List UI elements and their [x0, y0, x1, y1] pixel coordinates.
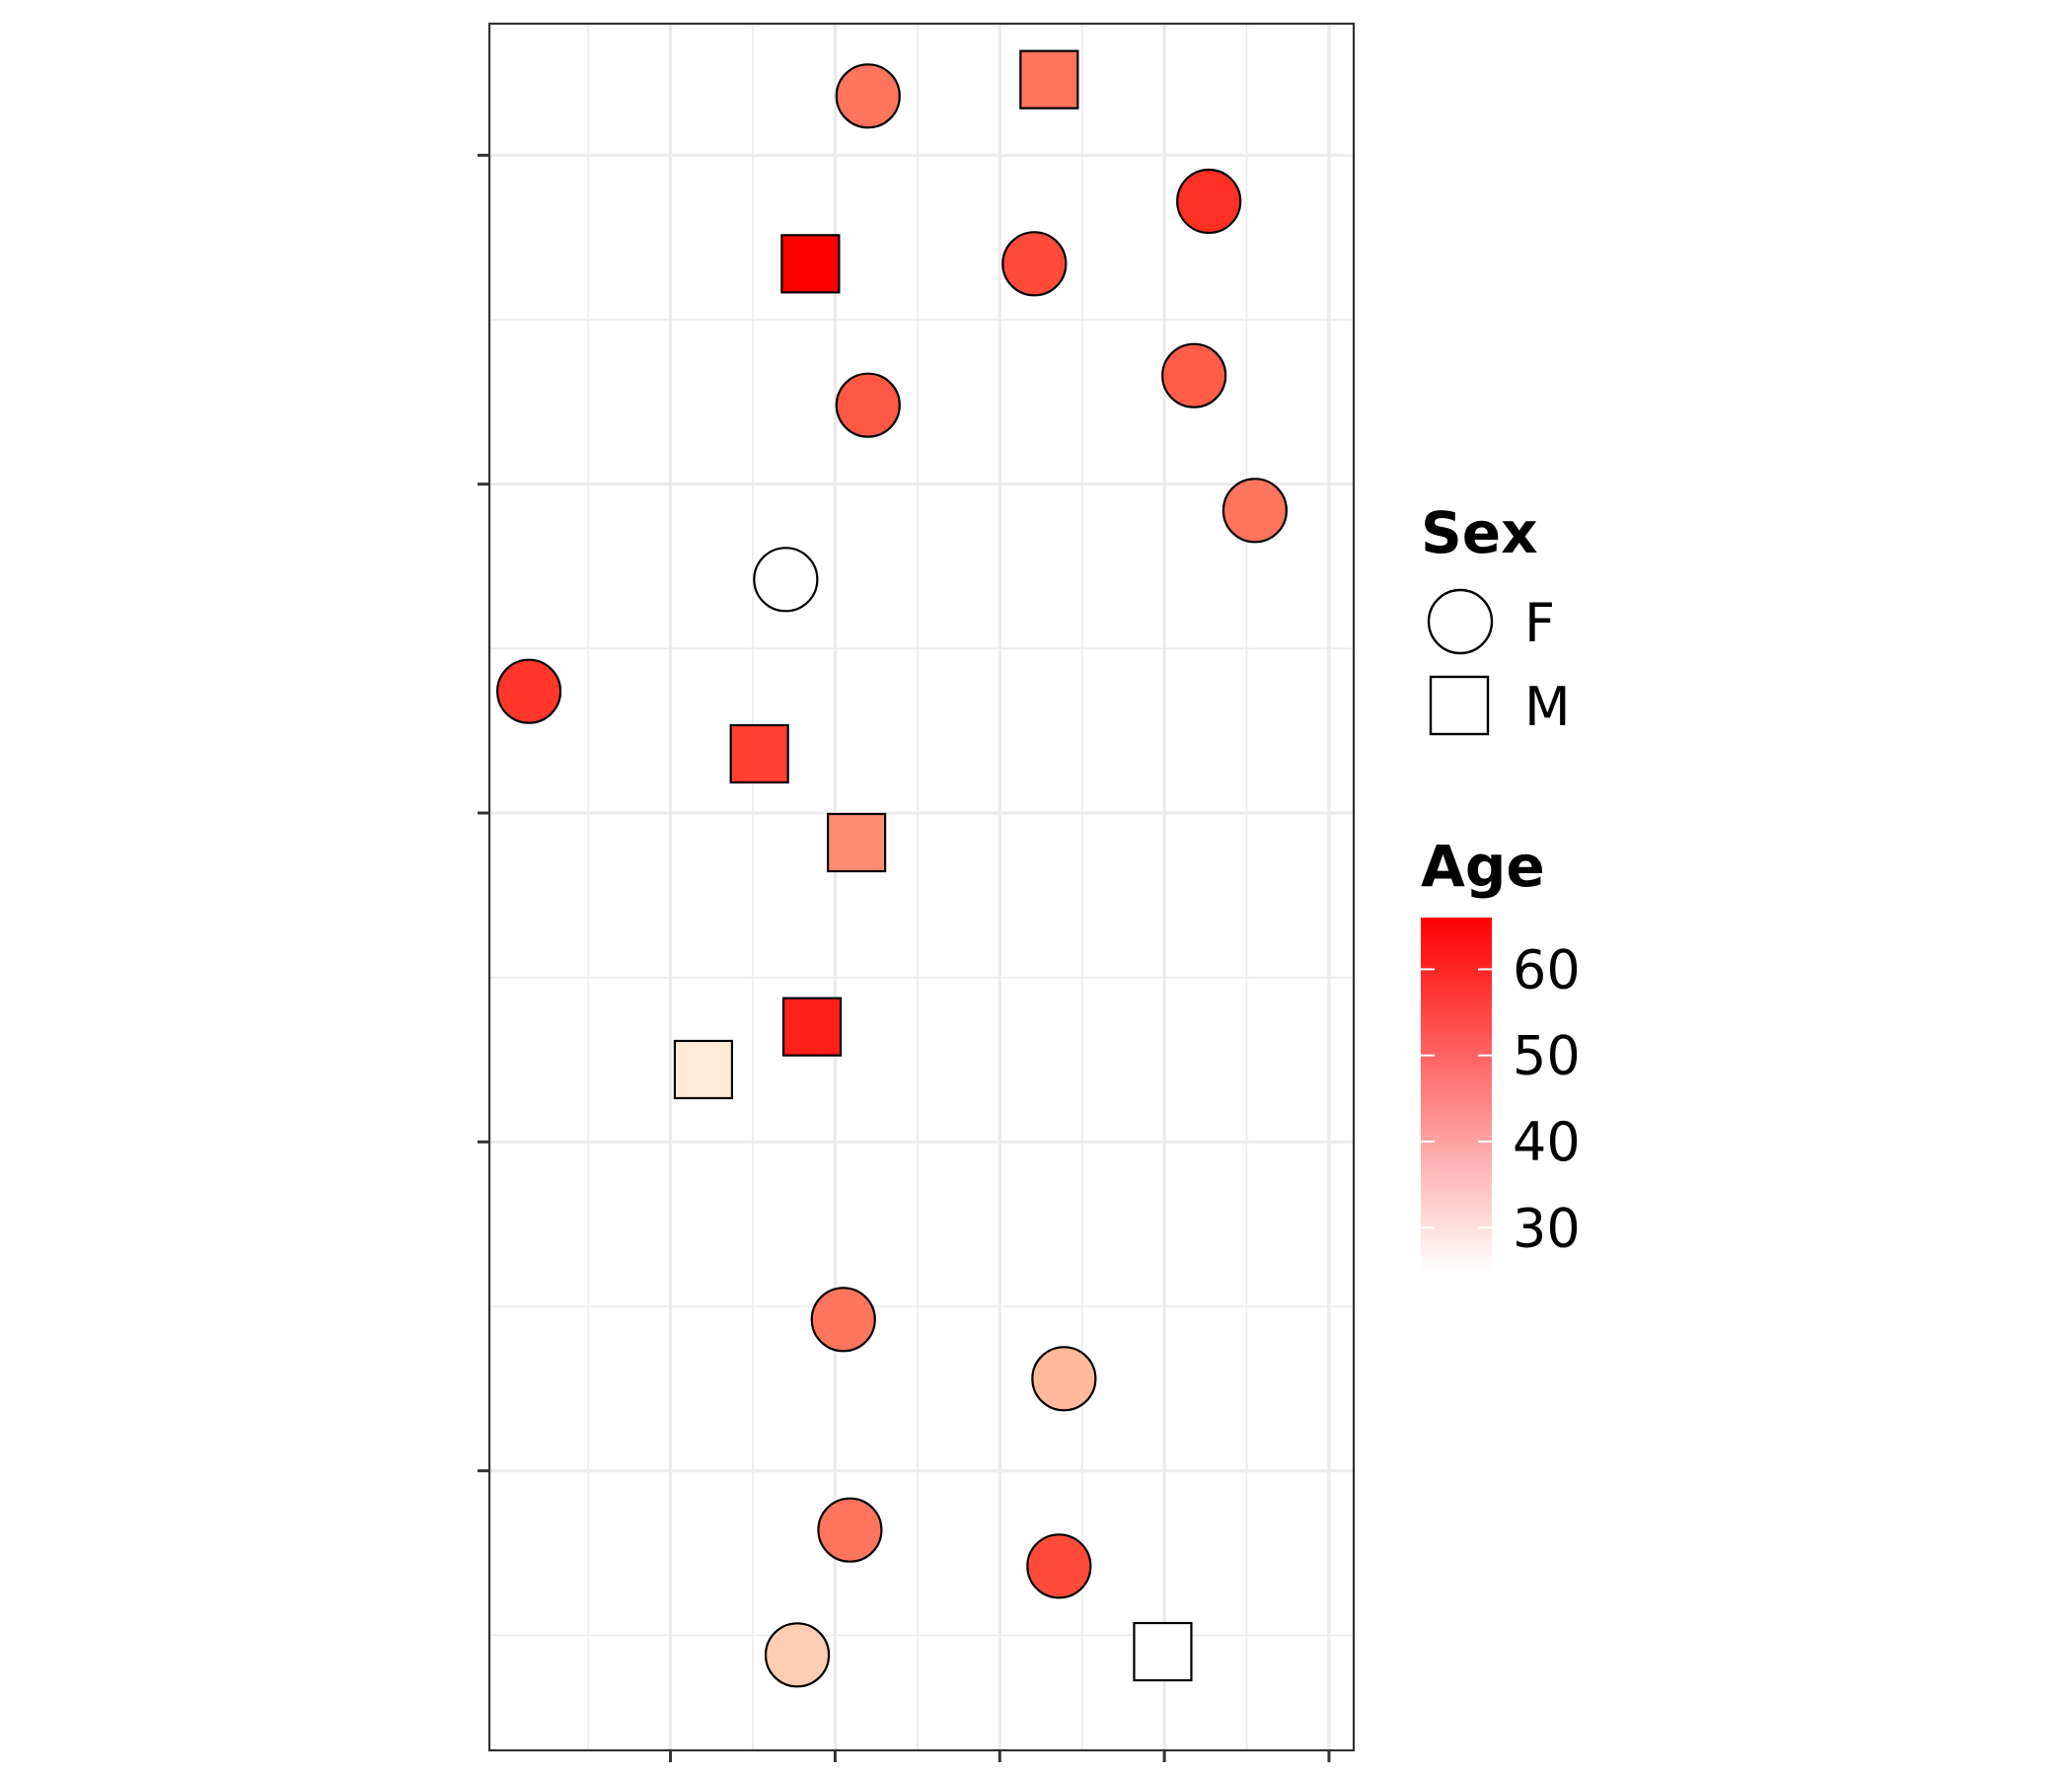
plot-panel: [489, 24, 1354, 1750]
colorbar-tick-label: 40: [1513, 1111, 1581, 1173]
point-male: [673, 1039, 734, 1100]
point-male: [780, 234, 841, 294]
point-female: [753, 547, 819, 613]
point-female: [1031, 1346, 1097, 1412]
point-male: [729, 723, 789, 784]
point-female: [1161, 342, 1227, 408]
colorbar-tick-label: 50: [1513, 1025, 1581, 1087]
point-male: [781, 997, 843, 1057]
plot-border: [487, 22, 1356, 1752]
point-female: [835, 63, 901, 129]
colorbar-tick-label: 30: [1513, 1197, 1581, 1259]
major-gridlines: [489, 24, 1354, 1750]
point-female: [495, 658, 562, 724]
point-female: [1001, 231, 1068, 297]
legend-age: Age 30 40 50 60: [1421, 833, 1581, 1271]
legend-age-ticks: 30 40 50 60: [1421, 938, 1581, 1259]
point-male: [1133, 1621, 1193, 1682]
axis-ticks: [478, 153, 1331, 1762]
point-female: [764, 1622, 831, 1688]
legend-key-circle: [1427, 588, 1494, 655]
point-female: [817, 1497, 883, 1563]
point-female: [1026, 1533, 1092, 1599]
point-male: [826, 812, 887, 873]
point-female: [810, 1287, 876, 1353]
legend-key-square: [1429, 675, 1490, 736]
legend-age-colorbar: [1421, 918, 1492, 1271]
legend-sex-label-m: M: [1524, 676, 1571, 738]
data-points: [495, 49, 1288, 1688]
point-female: [835, 372, 901, 438]
legend-age-title: Age: [1421, 833, 1545, 900]
legend-sex: Sex F M: [1421, 499, 1571, 738]
minor-gridlines: [489, 24, 1354, 1750]
point-male: [1019, 49, 1079, 110]
point-female: [1176, 168, 1242, 235]
colorbar-tick-label: 60: [1513, 938, 1581, 1000]
legend-sex-title: Sex: [1421, 499, 1538, 566]
point-female: [1221, 478, 1288, 544]
legend-sex-label-f: F: [1524, 592, 1555, 654]
